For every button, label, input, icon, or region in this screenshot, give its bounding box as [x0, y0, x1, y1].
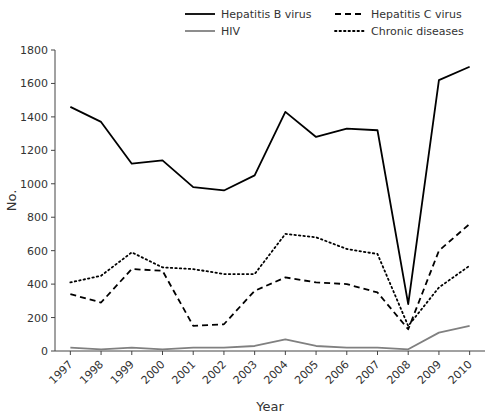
x-tick: [193, 351, 194, 355]
legend-label: Chronic diseases: [371, 25, 464, 38]
x-tick-label: 1999: [108, 358, 137, 387]
y-tick: [51, 116, 55, 117]
x-tick: [285, 351, 286, 355]
y-tick-label: 0: [41, 345, 48, 358]
y-tick-label: 1600: [20, 77, 48, 90]
series-line: [70, 224, 469, 329]
x-tick-label: 2006: [323, 358, 352, 387]
x-tick-label: 2009: [415, 358, 444, 387]
legend-swatch: [185, 13, 215, 15]
x-tick-label: 2001: [169, 358, 198, 387]
y-tick-label: 1800: [20, 44, 48, 57]
x-tick: [254, 351, 255, 355]
x-axis-line: [55, 351, 485, 352]
x-tick-label: 2000: [139, 358, 168, 387]
x-tick-label: 2008: [384, 358, 413, 387]
series-line: [70, 67, 469, 304]
x-tick-label: 2007: [354, 358, 383, 387]
x-tick: [70, 351, 71, 355]
x-axis-label: Year: [255, 399, 284, 414]
x-tick-label: 1998: [77, 358, 106, 387]
y-tick: [51, 183, 55, 184]
y-tick: [51, 351, 55, 352]
x-tick: [469, 351, 470, 355]
y-tick: [51, 83, 55, 84]
x-tick-label: 2004: [261, 358, 290, 387]
x-tick: [408, 351, 409, 355]
axes: 0200400600800100012001400160018001997199…: [20, 44, 485, 387]
x-tick-label: 2010: [446, 358, 475, 387]
y-axis-label: No.: [4, 190, 19, 212]
x-tick-label: 2003: [231, 358, 260, 387]
y-tick: [51, 150, 55, 151]
y-tick-label: 600: [27, 245, 48, 258]
y-tick: [51, 317, 55, 318]
y-tick-label: 1000: [20, 178, 48, 191]
x-tick: [101, 351, 102, 355]
legend: Hepatitis B virus Hepatitis C virus HIV Chr…: [185, 8, 464, 38]
y-tick: [51, 250, 55, 251]
legend-swatch: [335, 13, 365, 15]
y-tick-label: 400: [27, 278, 48, 291]
legend-swatch: [185, 30, 215, 32]
x-tick: [223, 351, 224, 355]
x-tick: [377, 351, 378, 355]
x-tick: [346, 351, 347, 355]
x-tick-label: 1997: [46, 358, 75, 387]
x-tick: [131, 351, 132, 355]
series-line: [70, 326, 469, 349]
series-group: [70, 67, 469, 350]
y-tick-label: 1400: [20, 111, 48, 124]
x-tick: [316, 351, 317, 355]
x-tick-label: 2005: [292, 358, 321, 387]
y-tick-label: 1200: [20, 144, 48, 157]
legend-label: Hepatitis B virus: [221, 8, 312, 21]
y-tick-label: 800: [27, 211, 48, 224]
x-tick: [162, 351, 163, 355]
y-axis-line: [55, 50, 56, 351]
legend-label: Hepatitis C virus: [371, 8, 462, 21]
legend-label: HIV: [221, 25, 241, 38]
x-tick: [438, 351, 439, 355]
chart: 0200400600800100012001400160018001997199…: [0, 0, 500, 419]
y-tick: [51, 217, 55, 218]
y-tick-label: 200: [27, 312, 48, 325]
x-tick-label: 2002: [200, 358, 229, 387]
series-line: [70, 234, 469, 326]
y-tick: [51, 50, 55, 51]
legend-swatch: [335, 30, 365, 32]
y-tick: [51, 284, 55, 285]
